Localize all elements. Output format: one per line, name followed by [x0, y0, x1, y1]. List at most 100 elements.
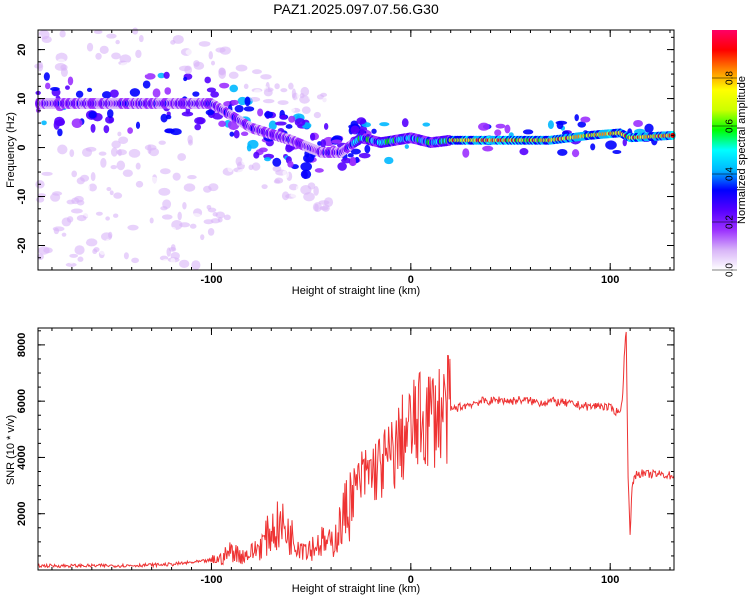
- heatmap-cell: [200, 51, 210, 61]
- heatmap-cell: [205, 109, 215, 116]
- heatmap-cell: [181, 111, 194, 117]
- snr-frame: [37, 327, 675, 571]
- heatmap-cell: [268, 120, 277, 131]
- heatmap-cell: [161, 258, 171, 269]
- heatmap-cell: [164, 87, 172, 95]
- heatmap-cell: [144, 73, 156, 80]
- heatmap-cell: [69, 149, 75, 158]
- heatmap-cell: [212, 212, 218, 217]
- heatmap-cell: [219, 82, 230, 89]
- heatmap-cell: [482, 145, 494, 152]
- heatmap-cell: [200, 234, 205, 241]
- heatmap-cell: [227, 164, 234, 173]
- heatmap-cell: [260, 74, 272, 80]
- heatmap-cell: [188, 139, 193, 146]
- heatmap-cell: [170, 244, 176, 251]
- heatmap-cell: [190, 213, 202, 219]
- heatmap-cell: [580, 116, 591, 123]
- heatmap-cell: [314, 203, 319, 212]
- heatmap-cell: [131, 257, 139, 264]
- heatmap-cell: [313, 105, 324, 112]
- heatmap-cell: [86, 42, 94, 52]
- heatmap-cell: [358, 152, 371, 159]
- heatmap-cell: [152, 88, 161, 98]
- heatmap-cell: [347, 153, 354, 158]
- heatmap-cell: [85, 238, 98, 247]
- heatmap-cell: [253, 151, 260, 159]
- heatmap-cell: [74, 245, 85, 255]
- heatmap-cell: [163, 71, 170, 79]
- heatmap-cell: [319, 189, 325, 196]
- heatmap-cell: [138, 34, 144, 43]
- heatmap-cell: [93, 247, 100, 253]
- heatmap-cell: [98, 151, 107, 156]
- heatmap-cell: [263, 88, 273, 97]
- spectrogram-heatmap: [34, 27, 676, 270]
- heatmap-cell: [356, 117, 366, 125]
- heatmap-cell: [99, 247, 106, 255]
- heatmap-cell: [62, 206, 68, 215]
- spectrogram-x-tick-label: 0: [408, 274, 414, 286]
- heatmap-cell: [547, 120, 554, 130]
- heatmap-cell: [291, 88, 296, 99]
- heatmap-cell: [295, 185, 301, 193]
- heatmap-cell: [189, 223, 197, 229]
- heatmap-cell: [251, 162, 261, 171]
- heatmap-cell: [159, 168, 171, 175]
- heatmap-cell: [478, 122, 490, 131]
- snr-xlabel: Height of straight line (km): [292, 583, 420, 595]
- heatmap-cell: [349, 156, 357, 166]
- heatmap-cell: [67, 76, 74, 86]
- heatmap-cell: [57, 144, 68, 155]
- heatmap-cell: [337, 162, 347, 171]
- snr-y-tick-label: 8000: [16, 333, 28, 357]
- heatmap-cell: [41, 120, 47, 126]
- heatmap-cell: [127, 224, 139, 231]
- heatmap-cell: [113, 192, 123, 199]
- heatmap-cell: [251, 69, 262, 75]
- colorbar-tick-label: 0.2: [725, 215, 736, 229]
- heatmap-cell: [194, 123, 202, 131]
- heatmap-cell: [314, 168, 324, 173]
- heatmap-cell: [59, 30, 66, 38]
- figure-title: PAZ1.2025.097.07.56.G30: [273, 1, 439, 17]
- heatmap-cell: [142, 80, 151, 89]
- heatmap-cell: [203, 219, 214, 225]
- heatmap-cell: [299, 93, 305, 99]
- heatmap-cell: [110, 147, 118, 157]
- heatmap-cell: [182, 201, 187, 210]
- heatmap-cell: [234, 104, 244, 113]
- heatmap-cell: [169, 226, 176, 232]
- heatmap-cell: [110, 165, 118, 170]
- heatmap-cell: [101, 232, 113, 241]
- heatmap-cell: [218, 67, 227, 76]
- heatmap-cell: [522, 129, 534, 135]
- heatmap-cell: [54, 116, 65, 127]
- spectrogram-y-tick-label: -10: [16, 189, 28, 205]
- heatmap-cell: [152, 156, 162, 164]
- heatmap-cell: [65, 85, 70, 90]
- heatmap-cell: [78, 32, 90, 40]
- heatmap-cell: [162, 40, 171, 48]
- heatmap-cell: [183, 183, 196, 192]
- heatmap-cell: [208, 51, 213, 60]
- heatmap-cell: [223, 214, 231, 221]
- heatmap-cell: [128, 148, 141, 158]
- heatmap-cell: [272, 165, 282, 172]
- heatmap-cell: [159, 175, 169, 186]
- heatmap-cell: [183, 76, 188, 82]
- heatmap-cell: [281, 191, 290, 201]
- heatmap-cell: [81, 236, 88, 243]
- heatmap-cell: [157, 72, 166, 79]
- heatmap-cell: [71, 118, 83, 128]
- heatmap-cell: [105, 116, 115, 124]
- heatmap-cell: [227, 201, 235, 208]
- heatmap-cell: [191, 260, 201, 270]
- heatmap-cell: [105, 216, 110, 221]
- heatmap-cell: [248, 97, 261, 102]
- snr-y-tick-label: 4000: [16, 445, 28, 469]
- heatmap-cell: [206, 87, 217, 93]
- heatmap-cell: [571, 149, 580, 158]
- heatmap-cell: [93, 29, 103, 35]
- heatmap-cell: [130, 251, 140, 258]
